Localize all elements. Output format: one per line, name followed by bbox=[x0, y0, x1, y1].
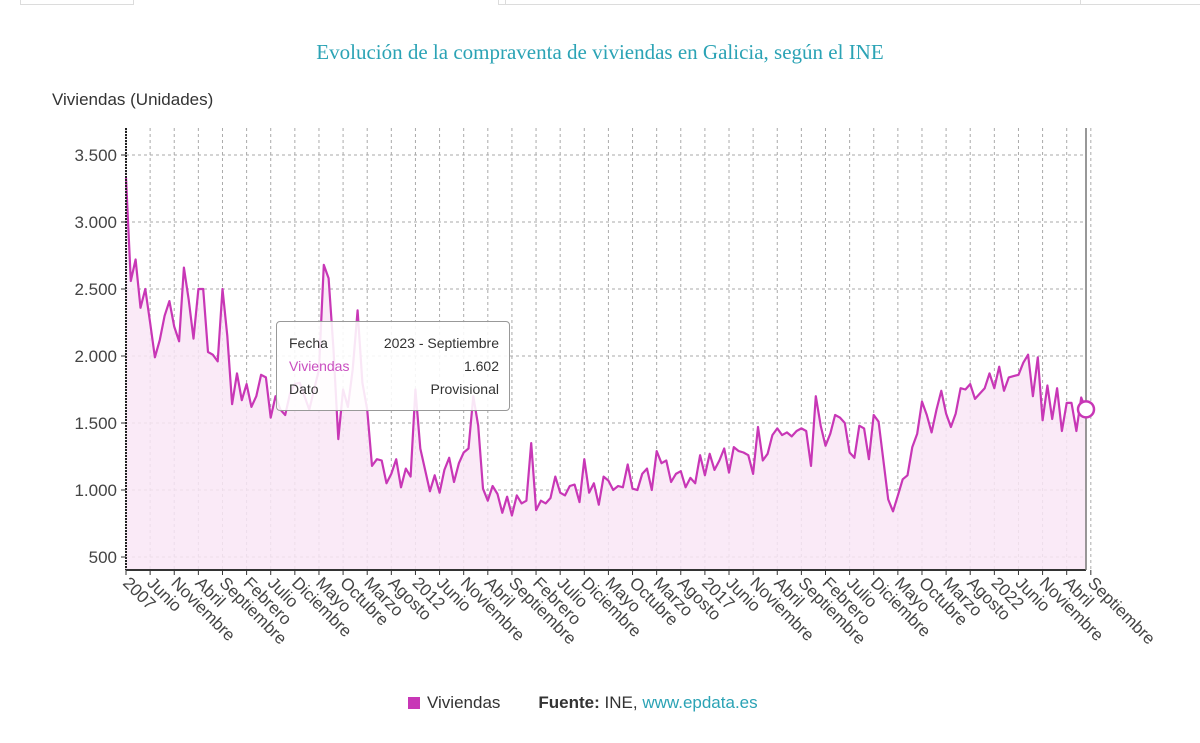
tooltip-value: 1.602 bbox=[463, 358, 499, 374]
y-tick-label: 3.500 bbox=[74, 146, 117, 165]
source-label: Fuente: bbox=[538, 693, 600, 712]
tooltip-row-date: Fecha 2023 - Septiembre bbox=[289, 332, 499, 355]
y-axis-ticks: 500 1.000 1.500 2.000 2.500 3.000 3.500 bbox=[74, 146, 126, 567]
tooltip: Fecha 2023 - Septiembre Viviendas 1.602 … bbox=[276, 321, 510, 411]
top-frame-right bbox=[504, 0, 1080, 5]
y-tick-label: 1.000 bbox=[74, 481, 117, 500]
y-tick-label: 1.500 bbox=[74, 414, 117, 433]
tooltip-label: Viviendas bbox=[289, 358, 350, 374]
top-frame-far-right bbox=[1080, 0, 1200, 5]
tooltip-value: Provisional bbox=[430, 381, 499, 397]
top-frame-left bbox=[20, 0, 134, 5]
tooltip-label: Dato bbox=[289, 381, 319, 397]
legend-swatch-icon bbox=[408, 697, 420, 709]
top-frame-divider bbox=[498, 0, 506, 5]
series-area-viviendas bbox=[126, 177, 1086, 571]
y-tick-label: 2.500 bbox=[74, 280, 117, 299]
tooltip-row-series: Viviendas 1.602 bbox=[289, 355, 499, 378]
x-axis-ticks: 2007JunioNoviembreAbrilSeptiembreFebrero… bbox=[119, 570, 1159, 648]
source-text: INE, bbox=[604, 693, 638, 712]
legend-item-viviendas[interactable]: Viviendas bbox=[427, 693, 501, 712]
highlighted-point-marker[interactable] bbox=[1076, 400, 1096, 419]
source-link[interactable]: www.epdata.es bbox=[642, 693, 758, 712]
y-tick-label: 500 bbox=[89, 548, 117, 567]
tooltip-label: Fecha bbox=[289, 335, 328, 351]
tooltip-value: 2023 - Septiembre bbox=[383, 335, 499, 351]
y-axis-label: Viviendas (Unidades) bbox=[52, 90, 214, 109]
chart-title: Evolución de la compraventa de viviendas… bbox=[316, 40, 884, 64]
source-credit: Fuente: INE, www.epdata.es bbox=[538, 693, 757, 713]
y-tick-label: 3.000 bbox=[74, 213, 117, 232]
y-tick-label: 2.000 bbox=[74, 347, 117, 366]
tooltip-row-status: Dato Provisional bbox=[289, 378, 499, 401]
legend: Viviendas Fuente: INE, www.epdata.es bbox=[408, 693, 758, 713]
series-line-viviendas[interactable] bbox=[124, 177, 1088, 517]
